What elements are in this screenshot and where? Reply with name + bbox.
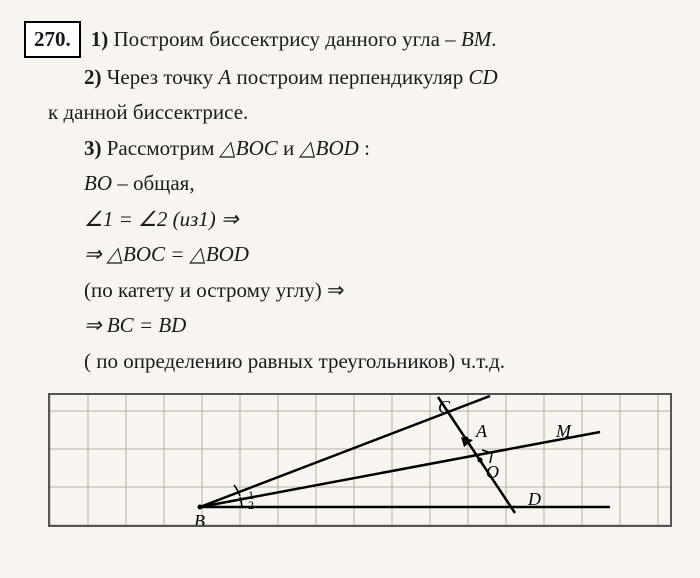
line-reason2: ( по определению равных треугольников) ч… [24, 345, 676, 378]
problem-number: 270. [24, 21, 81, 58]
line-angle-eq: ∠1 = ∠2 (из1) ⇒ [24, 203, 676, 236]
line-conclusion: ⇒ BC = BD [24, 309, 676, 342]
line-tri-eq: ⇒ △BOC = △BOD [24, 238, 676, 271]
svg-text:A: A [475, 421, 488, 441]
svg-text:B: B [194, 511, 205, 525]
line-step3a: 3) Рассмотрим △BOC и △BOD : [24, 132, 676, 165]
line-reason1: (по катету и острому углу) ⇒ [24, 274, 676, 307]
line-shared: BO – общая, [24, 167, 676, 200]
solution-page: 270. 1) Построим биссектрису данного угл… [0, 0, 700, 545]
svg-text:2: 2 [248, 498, 254, 512]
geometry-diagram: BCDMOA12 [48, 393, 672, 527]
svg-text:D: D [527, 489, 541, 509]
line-step1: 270. 1) Построим биссектрису данного угл… [24, 21, 676, 58]
svg-text:M: M [555, 421, 572, 441]
svg-text:C: C [438, 397, 451, 417]
line-step2b: к данной биссектрисе. [24, 96, 676, 129]
step1-content: 1) Построим биссектрису данного угла – B… [91, 23, 497, 56]
svg-text:O: O [486, 462, 499, 482]
line-step2a: 2) Через точку A построим перпендикуляр … [24, 61, 676, 94]
